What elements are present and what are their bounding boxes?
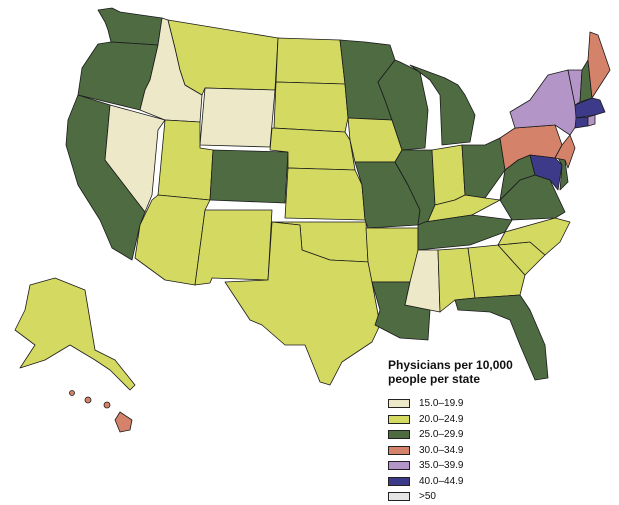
state-hawaii-island-kauai: [69, 390, 75, 396]
map-legend: Physicians per 10,000 people per state 1…: [388, 358, 588, 505]
state-kansas: [284, 167, 366, 221]
legend-item: 25.0–29.9: [388, 427, 588, 443]
legend-item: 15.0–19.9: [388, 396, 588, 412]
state-arkansas: [365, 227, 419, 283]
legend-title: Physicians per 10,000 people per state: [388, 358, 588, 386]
state-georgia: [467, 244, 526, 299]
legend-item-label: 25.0–29.9: [419, 429, 464, 441]
state-wisconsin: [377, 59, 429, 151]
state-hawaii: [114, 411, 133, 433]
legend-item: 40.0–44.9: [388, 474, 588, 490]
state-wyoming: [199, 87, 276, 148]
state-washington: [97, 7, 163, 46]
state-connecticut: [574, 116, 589, 129]
legend-swatch: [388, 430, 410, 440]
legend-item-label: >50: [419, 491, 436, 503]
legend-swatch: [388, 492, 410, 502]
state-north-carolina: [497, 217, 571, 256]
legend-item-label: 20.0–24.9: [419, 413, 464, 425]
legend-swatch: [388, 445, 410, 455]
state-hawaii-island-oahu: [84, 396, 92, 404]
state-florida: [454, 294, 549, 381]
state-michigan: [409, 64, 476, 146]
state-tennessee: [417, 214, 513, 251]
legend-item-label: 15.0–19.9: [419, 398, 464, 410]
legend-item: 20.0–24.9: [388, 412, 588, 428]
state-montana: [167, 19, 279, 96]
legend-swatch: [388, 476, 410, 486]
state-colorado: [209, 149, 289, 204]
legend-title-line1: Physicians per 10,000: [388, 358, 513, 372]
state-new-york: [509, 69, 581, 136]
legend-item: 35.0–39.9: [388, 458, 588, 474]
legend-swatch: [388, 399, 410, 409]
state-alaska: [14, 277, 136, 391]
legend-swatch: [388, 461, 410, 471]
state-ohio: [461, 137, 506, 199]
legend-item: >50: [388, 489, 588, 505]
legend-item: 30.0–34.9: [388, 443, 588, 459]
legend-item-label: 35.0–39.9: [419, 460, 464, 472]
state-south-dakota: [273, 81, 349, 133]
legend-swatch: [388, 414, 410, 424]
legend-item-label: 40.0–44.9: [419, 475, 464, 487]
state-maine: [587, 31, 611, 99]
state-hawaii-island-maui: [103, 401, 111, 409]
state-arizona: [134, 194, 211, 286]
state-rhode-island: [587, 114, 596, 127]
state-north-dakota: [275, 37, 346, 85]
legend-item-label: 30.0–34.9: [419, 444, 464, 456]
state-new-mexico: [194, 209, 273, 286]
state-indiana: [431, 144, 466, 206]
legend-title-line2: people per state: [388, 372, 481, 386]
state-texas: [224, 221, 381, 386]
